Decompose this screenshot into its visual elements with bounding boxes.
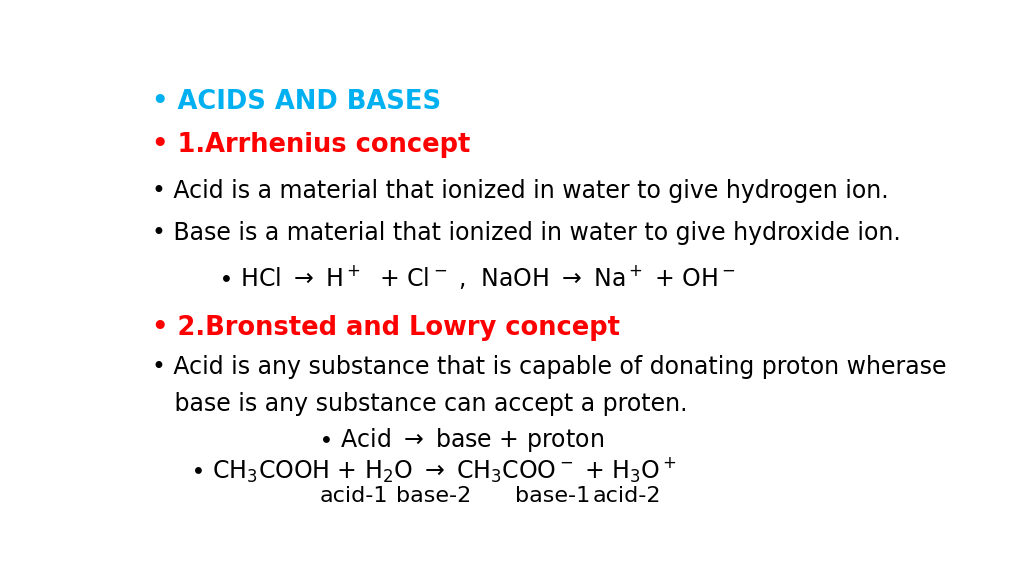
Text: • ACIDS AND BASES: • ACIDS AND BASES <box>152 89 441 115</box>
Text: $\bullet$ CH$_3$COOH + H$_2$O $\rightarrow$ CH$_3$COO$^-$ + H$_3$O$^+$: $\bullet$ CH$_3$COOH + H$_2$O $\rightarr… <box>190 456 677 485</box>
Text: • Acid is a material that ionized in water to give hydrogen ion.: • Acid is a material that ionized in wat… <box>152 179 889 203</box>
Text: • 1.Arrhenius concept: • 1.Arrhenius concept <box>152 132 470 158</box>
Text: • 2.Bronsted and Lowry concept: • 2.Bronsted and Lowry concept <box>152 315 620 341</box>
Text: $\bullet$ Acid $\rightarrow$ base + proton: $\bullet$ Acid $\rightarrow$ base + prot… <box>318 426 604 454</box>
Text: base-1: base-1 <box>515 486 590 506</box>
Text: • Acid is any substance that is capable of donating proton wherase: • Acid is any substance that is capable … <box>152 355 946 379</box>
Text: $\bullet$ HCl $\rightarrow$ H$^+$  + Cl$^-$ ,  NaOH $\rightarrow$ Na$^+$ + OH$^-: $\bullet$ HCl $\rightarrow$ H$^+$ + Cl$^… <box>218 263 736 291</box>
Text: • Base is a material that ionized in water to give hydroxide ion.: • Base is a material that ionized in wat… <box>152 221 900 245</box>
Text: base is any substance can accept a proten.: base is any substance can accept a prote… <box>152 392 687 416</box>
Text: base-2: base-2 <box>396 486 471 506</box>
Text: acid-2: acid-2 <box>592 486 660 506</box>
Text: acid-1: acid-1 <box>319 486 388 506</box>
